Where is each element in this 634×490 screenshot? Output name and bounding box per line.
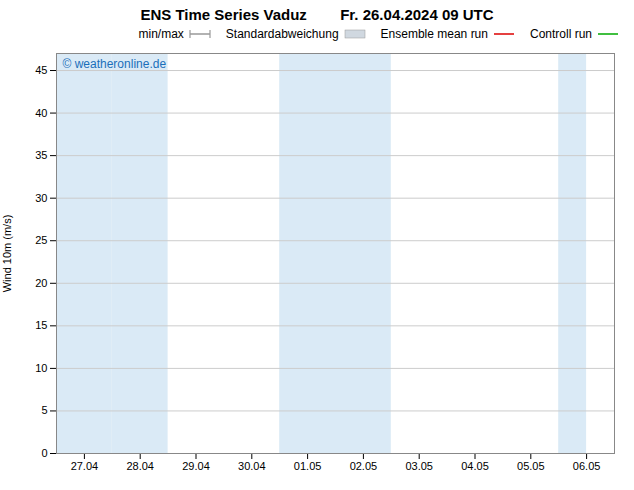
svg-text:15: 15 bbox=[35, 319, 47, 331]
svg-text:30.04: 30.04 bbox=[238, 460, 266, 472]
svg-text:27.04: 27.04 bbox=[71, 460, 99, 472]
svg-text:© weatheronline.de: © weatheronline.de bbox=[63, 57, 167, 71]
svg-text:0: 0 bbox=[41, 447, 47, 459]
svg-text:25: 25 bbox=[35, 234, 47, 246]
svg-text:40: 40 bbox=[35, 107, 47, 119]
html-text:ENS Time Series Vaduz Fr. 26.0: ENS Time Series Vaduz Fr. 26.04.2024 09 … bbox=[140, 6, 494, 23]
html-text:min/max: min/max bbox=[138, 27, 184, 41]
svg-text:35: 35 bbox=[35, 149, 47, 161]
svg-text:10: 10 bbox=[35, 362, 47, 374]
html-text:Ensemble mean run: Ensemble mean run bbox=[380, 27, 488, 41]
svg-text:04.05: 04.05 bbox=[461, 460, 489, 472]
svg-text:06.05: 06.05 bbox=[573, 460, 601, 472]
svg-text:05.05: 05.05 bbox=[517, 460, 545, 472]
svg-text:01.05: 01.05 bbox=[294, 460, 322, 472]
svg-text:28.04: 28.04 bbox=[126, 460, 154, 472]
svg-text:45: 45 bbox=[35, 64, 47, 76]
html-text:Controll run: Controll run bbox=[530, 27, 592, 41]
svg-text:20: 20 bbox=[35, 277, 47, 289]
svg-text:03.05: 03.05 bbox=[405, 460, 433, 472]
svg-text:02.05: 02.05 bbox=[350, 460, 378, 472]
svg-text:30: 30 bbox=[35, 192, 47, 204]
svg-text:Wind 10m (m/s): Wind 10m (m/s) bbox=[1, 215, 13, 293]
svg-text:5: 5 bbox=[41, 404, 47, 416]
svg-text:29.04: 29.04 bbox=[182, 460, 210, 472]
html-text:Standardabweichung: Standardabweichung bbox=[225, 27, 339, 41]
